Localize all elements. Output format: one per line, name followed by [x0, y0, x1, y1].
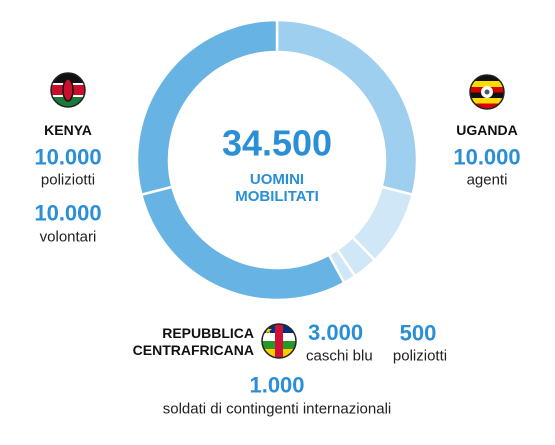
subtitle: UOMINI MOBILITATI	[235, 170, 319, 205]
donut-segment	[135, 18, 279, 197]
flag-kenya	[51, 73, 85, 107]
country-name: UGANDA	[456, 121, 518, 138]
unit-label: poliziotti	[392, 347, 448, 365]
total: 34.500	[221, 122, 333, 164]
value-label: 10.000	[34, 144, 102, 170]
unit-label: agenti	[466, 171, 508, 189]
unit-label: soldati di contingenti internazionali	[162, 400, 392, 418]
unit-label: caschi blu	[306, 347, 373, 365]
unit-label: volontari	[39, 228, 97, 246]
flag-border	[50, 72, 86, 108]
value-label: 10.000	[453, 144, 521, 170]
flag-car	[262, 324, 296, 358]
value-label: 3.000	[308, 320, 364, 345]
value-label: 500	[399, 320, 437, 346]
flag-border	[261, 323, 297, 359]
donut-segment	[275, 18, 419, 197]
value-label: 1.000	[249, 372, 305, 398]
flag-border	[469, 74, 505, 110]
country-name: KENYA	[44, 121, 92, 138]
value-label: 10.000	[34, 200, 102, 226]
donut	[135, 18, 419, 302]
unit-label: poliziotti	[40, 171, 96, 189]
country-name: REPUBBLICA CENTRAFRICANA	[132, 325, 254, 358]
flag-uganda	[470, 75, 504, 109]
